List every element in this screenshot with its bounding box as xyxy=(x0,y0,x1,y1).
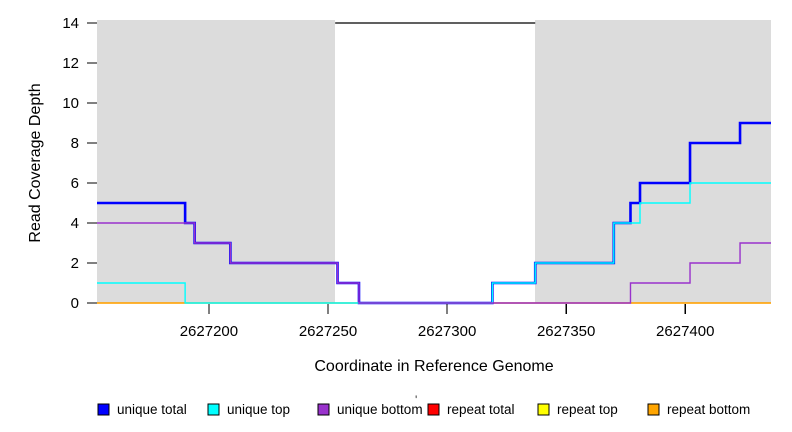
y-tick-label: 14 xyxy=(62,15,79,32)
legend-swatch-unique-bottom xyxy=(317,403,330,416)
legend-label-unique-top: unique top xyxy=(227,402,290,417)
y-tick-label: 12 xyxy=(62,55,79,72)
shaded-region xyxy=(97,20,336,303)
shaded-region xyxy=(535,20,771,303)
axes: 2627200 2627250 2627300 2627350 2627400 0 2 4 6 8… xyxy=(62,15,714,340)
series-unique-bottom xyxy=(97,222,771,304)
legend-label-unique-bottom: unique bottom xyxy=(337,402,423,417)
legend-label-unique-total: unique total xyxy=(117,402,187,417)
y-tick-label: 2 xyxy=(71,255,79,272)
legend-label-repeat-bottom: repeat bottom xyxy=(667,402,750,417)
coverage-series xyxy=(97,121,771,305)
y-tick-label: 4 xyxy=(71,215,79,232)
series-unique-top xyxy=(97,182,771,304)
x-tick-label: 2627200 xyxy=(180,323,238,340)
y-tick-label: 8 xyxy=(71,135,79,152)
legend-swatch-unique-total xyxy=(97,403,110,416)
legend-swatch-repeat-bottom xyxy=(647,403,660,416)
x-tick-label: 2627350 xyxy=(537,323,595,340)
y-tick-label: 10 xyxy=(62,95,79,112)
y-tick-label: 6 xyxy=(71,175,79,192)
y-tick-label: 0 xyxy=(71,295,79,312)
legend-label-repeat-top: repeat top xyxy=(557,402,618,417)
legend-swatch-repeat-total xyxy=(427,403,440,416)
shaded-regions xyxy=(97,20,771,303)
stray-mark: ' xyxy=(415,393,417,407)
legend-swatch-unique-top xyxy=(207,403,220,416)
legend-label-repeat-total: repeat total xyxy=(447,402,515,417)
x-tick-label: 2627300 xyxy=(418,323,476,340)
legend: unique total unique top unique bottom repea… xyxy=(97,402,750,417)
y-axis-title: Read Coverage Depth xyxy=(27,83,44,242)
legend-swatch-repeat-top xyxy=(537,403,550,416)
x-axis-title: Coordinate in Reference Genome xyxy=(314,358,553,375)
x-tick-label: 2627400 xyxy=(656,323,714,340)
x-tick-label: 2627250 xyxy=(299,323,357,340)
